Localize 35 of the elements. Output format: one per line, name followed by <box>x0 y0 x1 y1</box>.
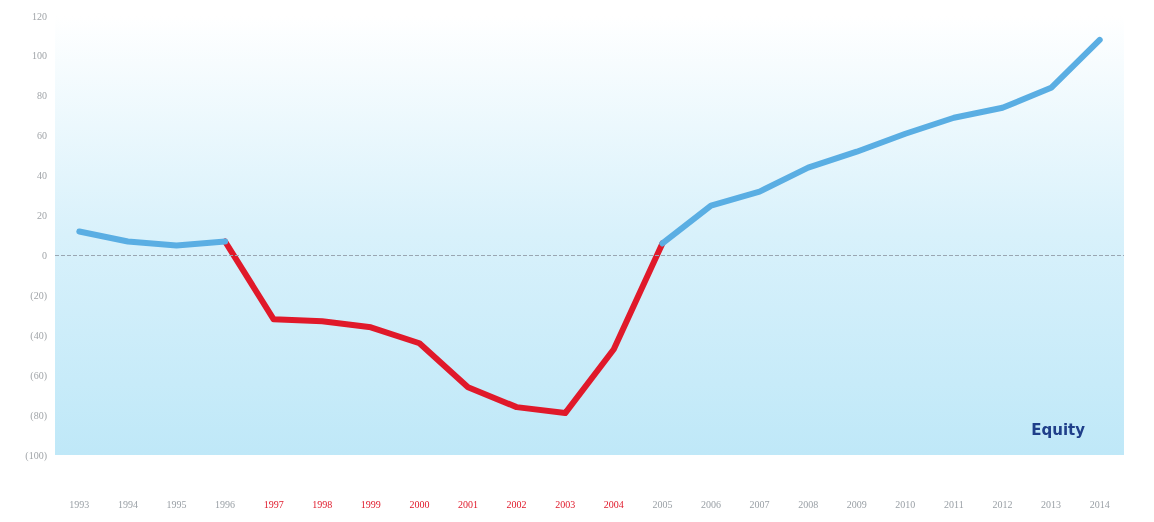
x-tick-label: 2010 <box>895 498 916 510</box>
x-tick-label: 2000 <box>409 498 430 510</box>
x-tick-label: 2004 <box>603 498 624 510</box>
x-tick-label: 1993 <box>69 498 90 510</box>
x-tick-label: 2009 <box>846 498 867 510</box>
y-tick-label: 120 <box>32 10 47 22</box>
x-tick-label: 1999 <box>360 498 381 510</box>
y-tick-label: 20 <box>37 210 47 222</box>
x-tick-label: 2012 <box>992 498 1013 510</box>
y-tick-label: (100) <box>25 449 47 462</box>
x-tick-label: 1998 <box>312 498 333 510</box>
y-tick-label: 60 <box>37 130 47 142</box>
y-tick-label: (80) <box>30 409 47 422</box>
y-tick-label: 40 <box>37 170 47 182</box>
x-tick-label: 1994 <box>117 498 138 510</box>
x-tick-label: 1997 <box>263 498 284 510</box>
x-tick-label: 2005 <box>652 498 673 510</box>
x-tick-label: 2011 <box>944 498 964 510</box>
x-tick-label: 2014 <box>1089 498 1110 510</box>
x-tick-label: 1995 <box>166 498 187 510</box>
x-tick-label: 2008 <box>798 498 819 510</box>
x-tick-label: 2006 <box>700 498 721 510</box>
x-tick-label: 1996 <box>215 498 236 510</box>
y-tick-label: 80 <box>37 90 47 102</box>
y-tick-label: 0 <box>42 249 47 261</box>
y-tick-label: 100 <box>32 50 47 62</box>
x-tick-label: 2002 <box>506 498 527 510</box>
y-tick-label: (60) <box>30 369 47 382</box>
x-tick-label: 2013 <box>1041 498 1062 510</box>
x-tick-label: 2007 <box>749 498 770 510</box>
y-tick-label: (40) <box>30 329 47 342</box>
y-tick-label: (20) <box>30 289 47 302</box>
annotation: Equity <box>1031 421 1086 439</box>
x-tick-label: 2001 <box>458 498 479 510</box>
x-tick-label: 2003 <box>555 498 576 510</box>
